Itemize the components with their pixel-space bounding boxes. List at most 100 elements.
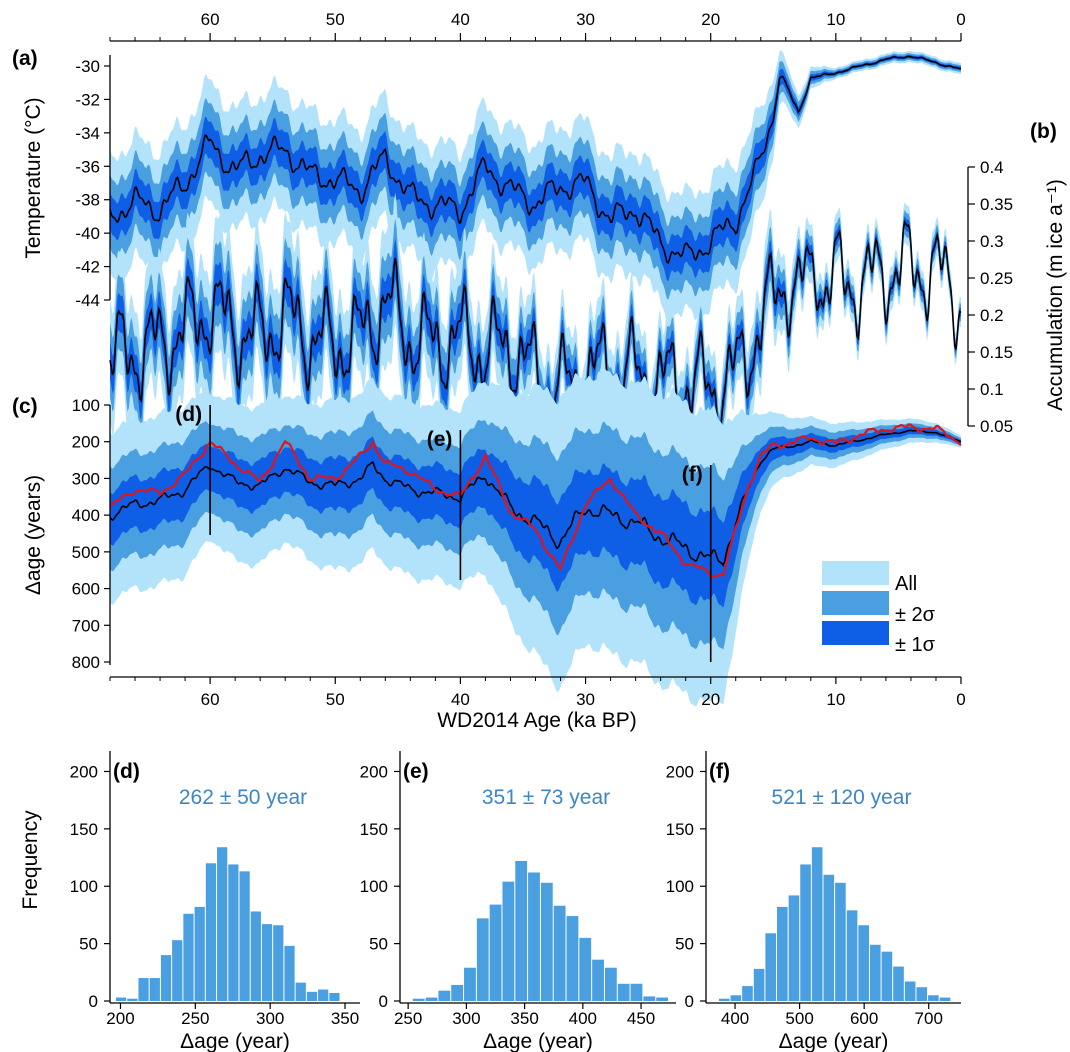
delta-age-tick-label: 300 xyxy=(72,469,100,488)
legend-swatch-2sigma xyxy=(822,591,889,615)
hist-stat-annotation: 262 ± 50 year xyxy=(179,786,307,809)
histogram-bar xyxy=(250,911,261,1001)
histogram-bar xyxy=(284,945,295,1001)
histogram-bar xyxy=(553,905,566,1001)
hist-panel-label: (f) xyxy=(709,760,730,783)
histogram-bar xyxy=(869,944,881,1001)
band-2sigma xyxy=(110,53,961,300)
delta-age-tick-label: 600 xyxy=(72,580,100,599)
hist-y-tick-label: 0 xyxy=(89,992,98,1011)
histogram-e: 250 300 350 400 450 0 50 100 150 200 (e) 351 ± 73 y… xyxy=(360,751,676,1052)
hist-x-tick-label: 400 xyxy=(569,1009,597,1028)
histogram-bar xyxy=(172,940,183,1001)
panel-label-c: (c) xyxy=(12,395,38,418)
accumulation-tick-label: 0.15 xyxy=(980,343,1013,362)
histogram-bar xyxy=(138,978,149,1001)
temperature-tick-label: -34 xyxy=(75,124,100,143)
accumulation-tick-label: 0.05 xyxy=(980,417,1013,436)
histogram-bar xyxy=(329,992,340,1001)
histogram-bar xyxy=(160,955,172,1001)
hist-x-tick-label: 250 xyxy=(394,1009,422,1028)
delta-age-y-ticks: 100 200 300 400 500 600 700 800 xyxy=(72,396,110,672)
histogram-bar xyxy=(881,951,893,1001)
histogram-bar xyxy=(306,991,318,1001)
histogram-bar xyxy=(939,997,951,1001)
histogram-bar xyxy=(318,989,329,1001)
histogram-bar xyxy=(183,913,194,1001)
hist-x-axis-label: Δage (year) xyxy=(483,1030,593,1052)
histogram-bar xyxy=(893,966,904,1001)
hist-x-tick-label: 200 xyxy=(106,1009,134,1028)
delta-age-bands xyxy=(110,367,961,707)
histogram-bar xyxy=(630,983,643,1001)
histogram-bar xyxy=(217,847,228,1001)
bottom-tick-label: 20 xyxy=(701,690,720,709)
top-tick-label: 0 xyxy=(956,10,965,29)
histogram-bar xyxy=(261,924,273,1001)
histogram-bar xyxy=(412,998,425,1001)
frequency-y-axis-label: Frequency xyxy=(19,810,42,910)
histogram-bar xyxy=(194,906,205,1001)
hist-y-tick-label: 50 xyxy=(675,935,694,954)
accumulation-tick-label: 0.35 xyxy=(980,195,1013,214)
temperature-tick-label: -40 xyxy=(75,224,100,243)
histogram-bar xyxy=(730,995,742,1001)
histogram-bar xyxy=(579,937,592,1001)
vertical-marker-label: (e) xyxy=(427,428,453,451)
histogram-bar xyxy=(502,881,515,1001)
histogram-bar xyxy=(239,871,250,1001)
hist-y-tick-label: 50 xyxy=(369,935,388,954)
accumulation-median-line xyxy=(109,219,962,441)
hist-x-axis-label: Δage (year) xyxy=(779,1030,889,1052)
accumulation-tick-label: 0.25 xyxy=(980,269,1013,288)
histogram-bar xyxy=(846,910,858,1001)
delta-age-tick-label: 500 xyxy=(72,543,100,562)
hist-x-tick-label: 300 xyxy=(256,1009,284,1028)
bottom-tick-label: 60 xyxy=(201,690,220,709)
histogram-bar xyxy=(228,864,239,1001)
hist-x-tick-label: 350 xyxy=(510,1009,538,1028)
hist-x-tick-label: 400 xyxy=(721,1009,749,1028)
delta-age-y-axis-label: Δage (years) xyxy=(22,475,45,595)
histogram-bar xyxy=(928,995,939,1001)
histogram-bar xyxy=(528,872,540,1001)
histogram-bar xyxy=(656,997,669,1001)
histogram-bar xyxy=(476,918,489,1001)
histogram-bar xyxy=(295,982,306,1001)
histogram-bar xyxy=(742,986,753,1001)
bottom-age-x-ticks: 60 50 40 30 20 10 0 xyxy=(109,677,966,709)
histogram-bar xyxy=(718,998,730,1001)
hist-x-tick-label: 450 xyxy=(627,1009,655,1028)
hist-y-tick-label: 100 xyxy=(360,877,388,896)
top-tick-label: 30 xyxy=(576,10,595,29)
histogram-bar xyxy=(604,967,617,1001)
hist-panel-label: (d) xyxy=(113,760,140,783)
accumulation-tick-label: 0.3 xyxy=(980,232,1004,251)
hist-stat-annotation: 351 ± 73 year xyxy=(482,786,610,809)
temperature-tick-label: -44 xyxy=(75,291,100,310)
accumulation-tick-label: 0.1 xyxy=(980,380,1004,399)
hist-y-tick-label: 150 xyxy=(360,820,388,839)
temperature-y-axis-label: Temperature (°C) xyxy=(22,97,45,258)
hist-y-tick-label: 0 xyxy=(379,992,388,1011)
delta-age-tick-label: 800 xyxy=(72,653,100,672)
histogram-bar xyxy=(765,933,777,1001)
histogram-bar xyxy=(566,916,579,1001)
bottom-x-axis-label: WD2014 Age (ka BP) xyxy=(437,709,637,732)
hist-y-tick-label: 200 xyxy=(70,762,98,781)
hist-x-axis-label: Δage (year) xyxy=(180,1030,290,1052)
hist-x-tick-label: 250 xyxy=(181,1009,209,1028)
panel-label-a: (a) xyxy=(12,47,38,70)
delta-age-red-line xyxy=(109,423,962,579)
top-age-axis: 60 50 40 30 20 10 0 xyxy=(109,10,966,42)
hist-y-tick-label: 50 xyxy=(79,935,98,954)
bottom-tick-label: 10 xyxy=(826,690,845,709)
legend: All ± 2σ ± 1σ xyxy=(822,561,936,656)
bottom-tick-label: 0 xyxy=(956,690,965,709)
hist-x-tick-label: 350 xyxy=(331,1009,359,1028)
histogram-bar xyxy=(788,895,800,1001)
histogram-bar xyxy=(425,997,438,1001)
temperature-tick-label: -32 xyxy=(75,90,100,109)
hist-panel-label: (e) xyxy=(403,760,429,783)
